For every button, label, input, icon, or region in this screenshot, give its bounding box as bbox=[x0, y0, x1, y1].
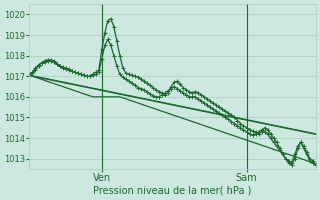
X-axis label: Pression niveau de la mer( hPa ): Pression niveau de la mer( hPa ) bbox=[93, 186, 252, 196]
